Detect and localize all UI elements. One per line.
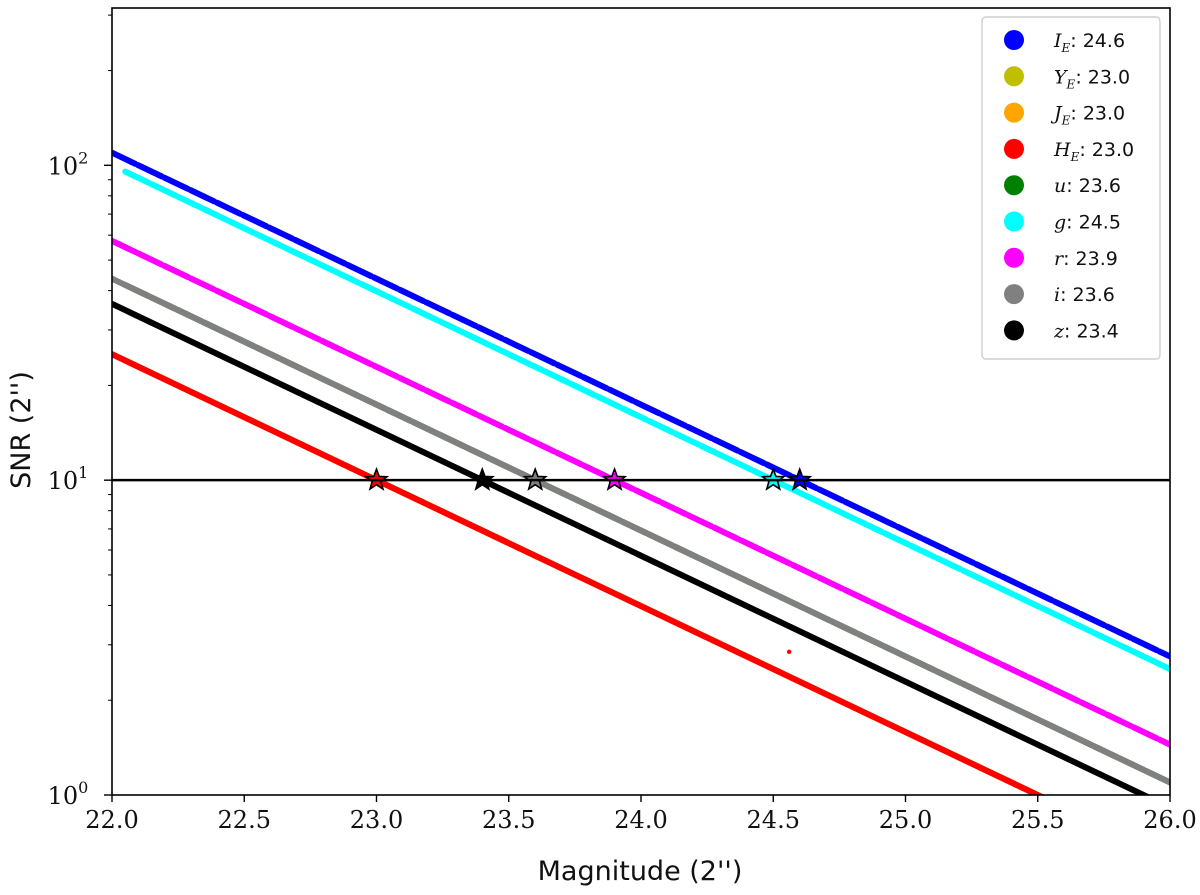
series-line-z — [112, 300, 1151, 795]
legend-label: HE: 23.0 — [1053, 139, 1134, 164]
series-line-g — [122, 168, 1170, 673]
x-tick-label: 22.0 — [85, 806, 138, 834]
legend-label: i: 23.6 — [1054, 284, 1115, 306]
x-tick-label: 22.5 — [218, 806, 271, 834]
axes-layer: 22.0 22.5 23.0 23.5 24.0 24.5 25.0 25.5 26.0 100 1… — [48, 7, 1197, 834]
legend-swatch — [1004, 320, 1024, 341]
legend-entry: JE: 23.0 — [1004, 102, 1125, 128]
x-tick-label: 25.0 — [879, 806, 932, 834]
legend-entry: i: 23.6 — [1004, 284, 1115, 306]
legend-swatch — [1004, 175, 1024, 196]
legend-swatch — [1004, 30, 1024, 50]
x-axis-title: Magnitude (2'') — [538, 856, 743, 887]
series-line-I-e — [112, 149, 1170, 660]
x-tick-label: 25.5 — [1011, 806, 1064, 834]
legend-entry: IE: 24.6 — [1004, 30, 1125, 55]
series-layer — [112, 149, 1170, 795]
y-tick-label: 102 — [48, 148, 89, 180]
legend-label: JE: 23.0 — [1050, 103, 1125, 128]
legend-label: z: 23.4 — [1053, 320, 1119, 342]
series-line-H-e — [112, 351, 1045, 795]
legend-entry: HE: 23.0 — [1004, 138, 1134, 164]
legend: IE: 24.6 YE: 23.0 JE: 23.0 HE: 23.0 u: 23.6 g… — [981, 16, 1161, 360]
legend-entry: r: 23.9 — [1004, 247, 1118, 270]
legend-label: IE: 24.6 — [1053, 30, 1125, 55]
outlier-point-H — [786, 649, 792, 654]
legend-swatch — [1004, 138, 1024, 159]
y-axis-title: SNR (2'') — [6, 371, 37, 489]
x-tick-label: 24.0 — [614, 806, 667, 834]
legend-swatch — [1004, 66, 1024, 87]
legend-entry: z: 23.4 — [1004, 320, 1119, 342]
x-tick-label: 23.5 — [482, 806, 535, 834]
x-tick-label: 23.0 — [350, 806, 403, 834]
legend-label: YE: 23.0 — [1054, 66, 1130, 91]
x-tick-label: 26.0 — [1143, 806, 1196, 834]
legend-swatch — [1004, 284, 1024, 305]
legend-box — [981, 16, 1161, 360]
legend-swatch — [1004, 102, 1024, 123]
series-line-i — [112, 275, 1170, 786]
legend-label: u: 23.6 — [1054, 175, 1121, 197]
y-tick-label: 101 — [48, 463, 89, 495]
legend-entry: u: 23.6 — [1004, 175, 1121, 197]
legend-swatch — [1004, 247, 1024, 268]
legend-label: g: 24.5 — [1054, 212, 1121, 234]
legend-entry: g: 24.5 — [1004, 211, 1121, 234]
legend-label: r: 23.9 — [1054, 248, 1118, 270]
legend-entry: YE: 23.0 — [1004, 66, 1130, 91]
series-line-r — [112, 237, 1170, 748]
x-tick-label: 24.5 — [747, 806, 800, 834]
legend-swatch — [1004, 211, 1024, 232]
y-tick-label: 100 — [48, 778, 89, 810]
